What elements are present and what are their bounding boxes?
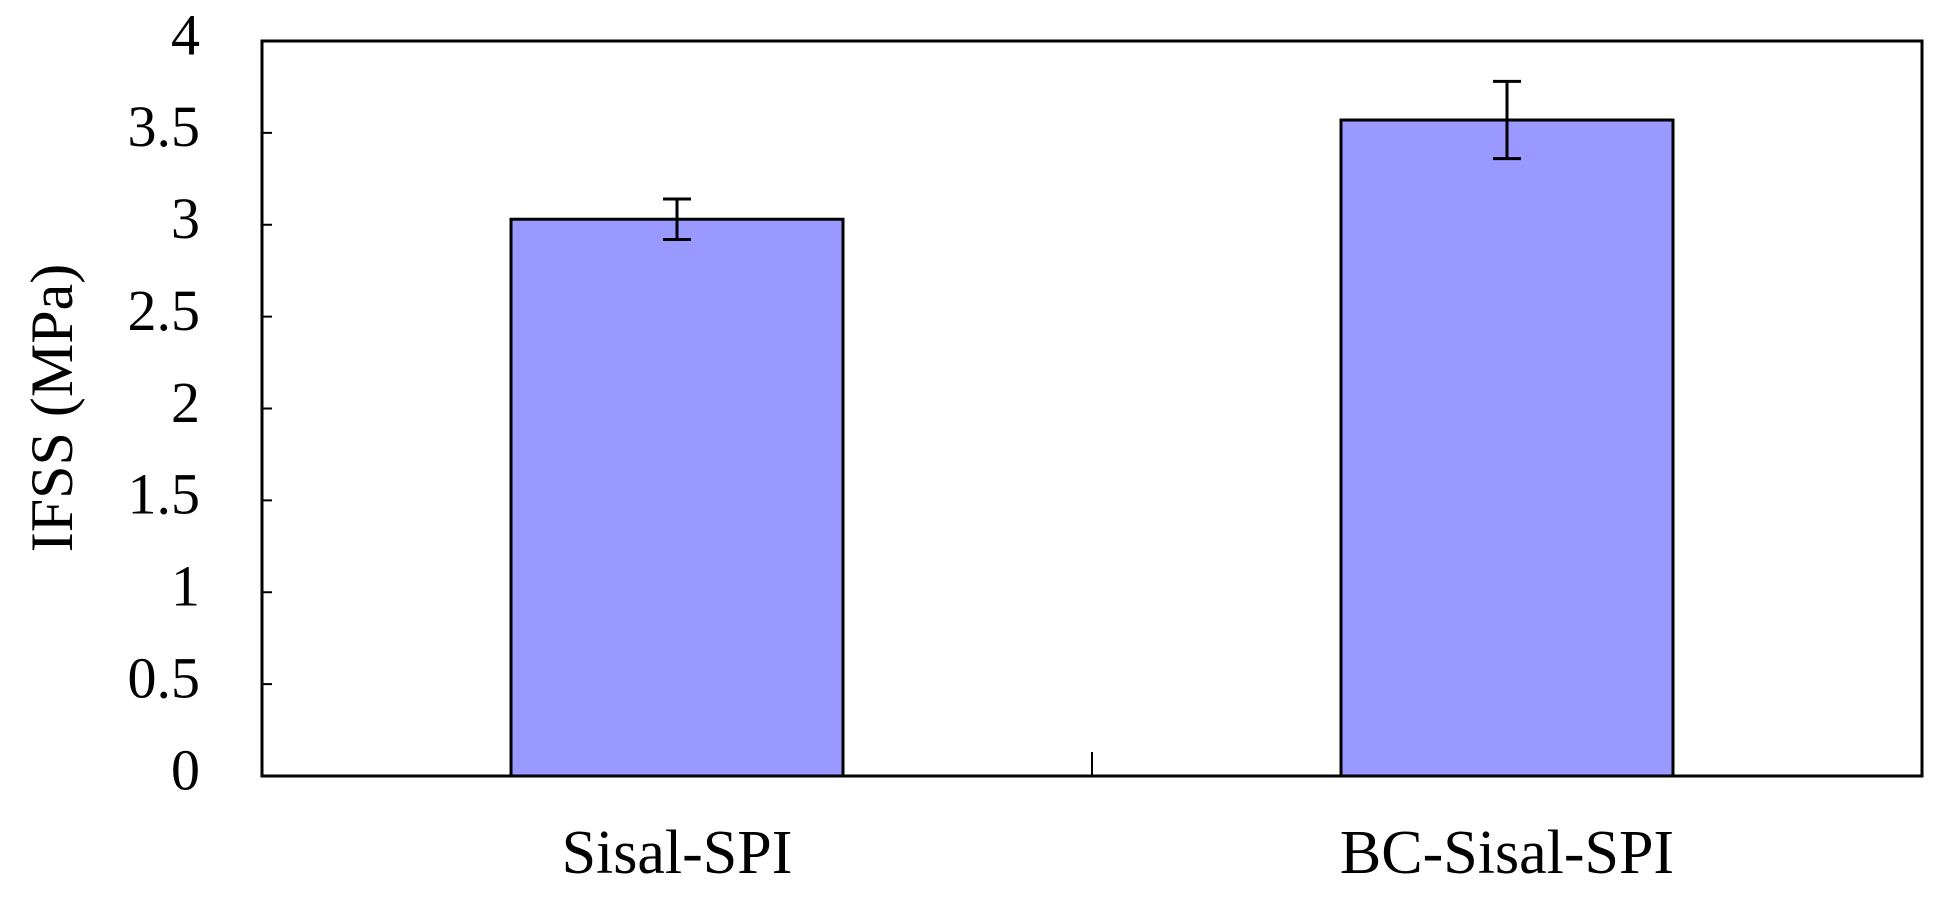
plot-frame bbox=[260, 39, 1924, 778]
y-tick-label: 1 bbox=[171, 554, 200, 619]
bar bbox=[509, 217, 845, 778]
y-tick-label: 0 bbox=[171, 737, 200, 802]
y-tick-label: 3.5 bbox=[128, 94, 201, 159]
y-tick-label: 3 bbox=[171, 186, 200, 251]
x-tick-label: Sisal-SPI bbox=[562, 819, 793, 887]
y-tick-label: 1.5 bbox=[128, 462, 201, 527]
bar bbox=[1339, 118, 1675, 778]
y-tick-label: 2 bbox=[171, 370, 200, 435]
y-tick-label: 0.5 bbox=[128, 645, 201, 710]
y-axis-label: IFSS (MPa) bbox=[19, 264, 85, 552]
x-tick-label: BC-Sisal-SPI bbox=[1340, 819, 1674, 887]
y-tick-label: 4 bbox=[171, 2, 200, 67]
y-tick-label: 2.5 bbox=[128, 278, 201, 343]
